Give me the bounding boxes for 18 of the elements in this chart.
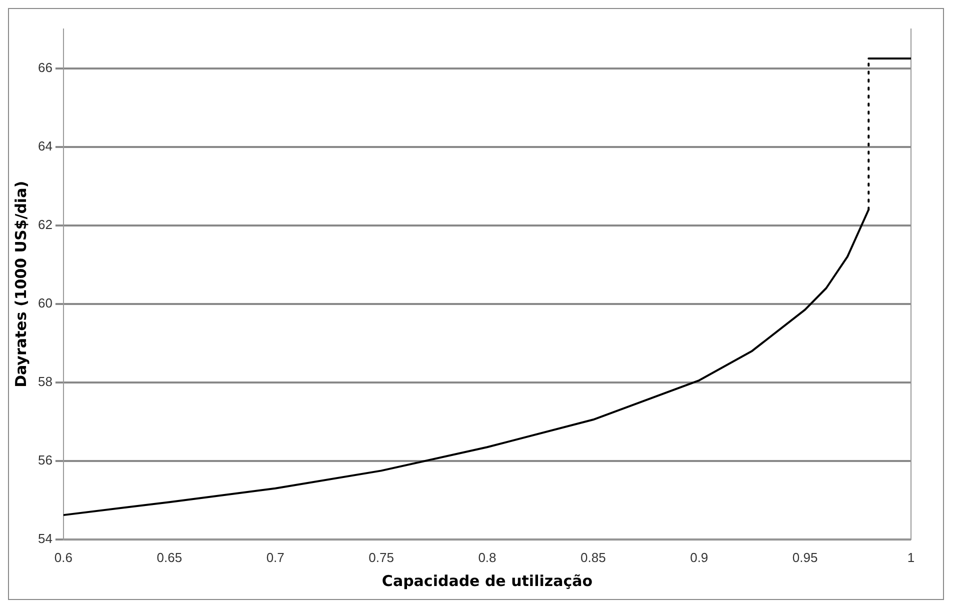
x-tick-label: 0.75 (368, 550, 394, 565)
x-tick-label: 0.6 (54, 550, 72, 565)
x-tick-label: 0.65 (156, 550, 182, 565)
y-tick-label: 66 (38, 60, 52, 75)
y-axis-title: Dayrates (1000 US$/dia) (12, 180, 30, 388)
x-tick-label: 0.85 (580, 550, 606, 565)
y-tick-label: 58 (38, 374, 52, 389)
x-axis-title: Capacidade de utilização (382, 572, 593, 590)
y-tick-label: 64 (38, 138, 52, 154)
y-tick-label: 56 (38, 452, 52, 468)
x-tick-label: 0.8 (478, 550, 496, 565)
x-tick-label: 1 (907, 550, 915, 565)
x-tick-label: 0.7 (266, 550, 284, 565)
y-tick-label: 60 (38, 295, 52, 310)
y-tick-label: 62 (38, 216, 52, 232)
y-tick-label: 54 (38, 530, 52, 546)
x-tick-label: 0.95 (792, 550, 818, 565)
x-tick-label: 0.9 (690, 550, 708, 565)
